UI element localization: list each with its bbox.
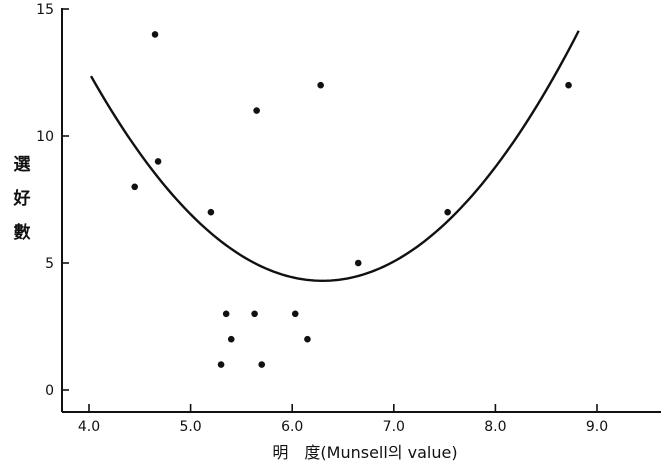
data-points xyxy=(131,31,572,368)
y-tick-label: 10 xyxy=(36,129,54,145)
x-tick-label: 8.0 xyxy=(484,419,506,435)
data-point xyxy=(565,81,572,89)
data-point xyxy=(227,335,235,343)
data-point xyxy=(317,81,324,89)
ticks: 4.0 5.0 6.0 7.0 8.0 9.0 0 5 10 15 xyxy=(36,2,608,435)
fit-curve xyxy=(89,30,580,282)
y-tick-label: 0 xyxy=(45,383,54,399)
x-tick-label: 5.0 xyxy=(179,419,201,435)
axis-labels: 明 度(Munsell의 value) 選好數 xyxy=(13,155,458,462)
x-axis-title: 明 度(Munsell의 value) xyxy=(272,443,457,462)
data-point xyxy=(444,208,451,216)
y-tick-label: 15 xyxy=(36,2,54,18)
y-axis-title-char: 選 xyxy=(14,155,31,175)
data-point xyxy=(222,310,230,318)
fit-curve-layer xyxy=(89,30,580,282)
y-axis-title-char: 好 xyxy=(13,188,31,209)
data-point xyxy=(131,183,139,191)
data-point xyxy=(291,310,299,318)
x-tick-label: 9.0 xyxy=(586,419,608,435)
x-tick-label: 6.0 xyxy=(281,419,303,435)
data-point xyxy=(253,107,260,114)
data-point xyxy=(207,208,215,216)
data-point xyxy=(154,158,162,165)
data-point xyxy=(354,259,362,267)
y-tick-label: 5 xyxy=(45,256,54,272)
y-axis-title-char: 數 xyxy=(14,222,31,243)
x-tick-label: 7.0 xyxy=(383,419,405,435)
x-tick-label: 4.0 xyxy=(78,419,100,435)
data-point xyxy=(251,310,258,318)
data-point xyxy=(304,335,311,343)
data-point xyxy=(217,361,225,368)
y-axis-title: 選好數 xyxy=(13,155,31,243)
data-point xyxy=(258,361,266,368)
data-point xyxy=(151,31,159,38)
axes xyxy=(61,8,661,413)
